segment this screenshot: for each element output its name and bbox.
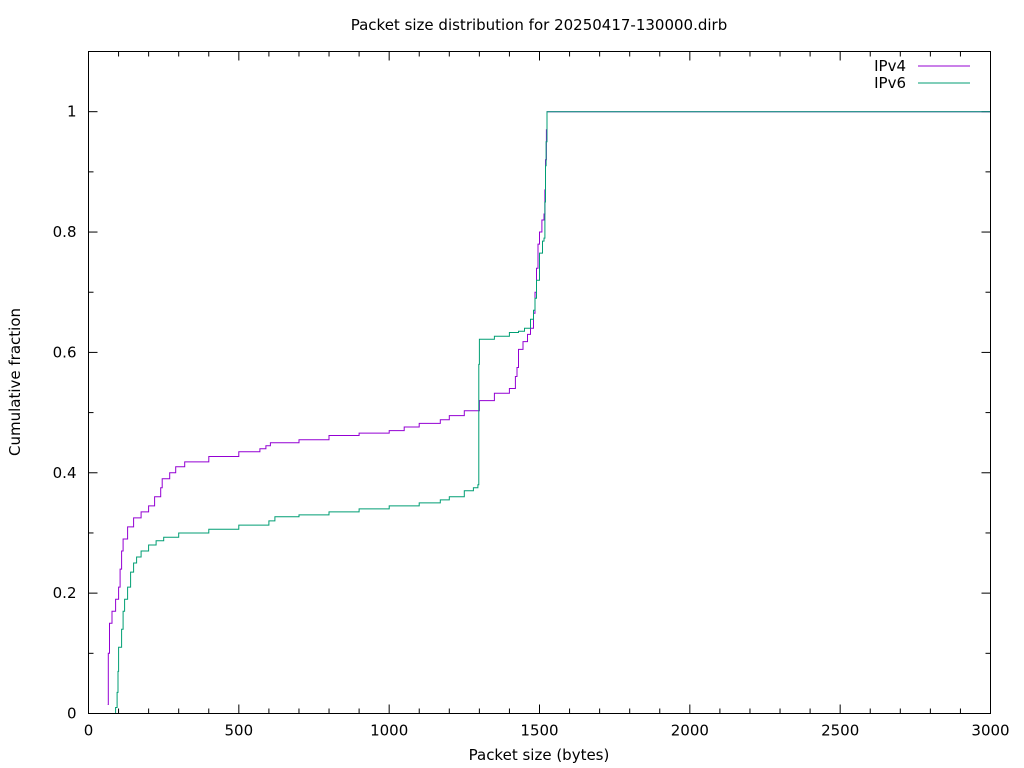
- legend-label-ipv4: IPv4: [874, 57, 906, 75]
- x-tick-label: 1500: [520, 722, 558, 740]
- x-tick-label: 3000: [971, 722, 1009, 740]
- y-tick-label: 0.8: [53, 223, 77, 241]
- series-line-ipv6: [114, 111, 991, 714]
- series-line-ipv4: [107, 111, 991, 705]
- x-tick-label: 1000: [370, 722, 408, 740]
- x-tick-label: 0: [84, 722, 94, 740]
- series-group: [107, 111, 991, 714]
- x-tick-label: 2000: [671, 722, 709, 740]
- y-tick-label: 0.2: [53, 584, 77, 602]
- x-tick-label: 500: [225, 722, 254, 740]
- y-tick-label: 0.4: [53, 464, 77, 482]
- y-tick-label: 0.6: [53, 343, 77, 361]
- y-axis-label: Cumulative fraction: [6, 308, 24, 456]
- x-tick-label: 2500: [821, 722, 859, 740]
- plot-frame: [88, 51, 991, 714]
- x-axis-label: Packet size (bytes): [469, 746, 610, 764]
- legend-label-ipv6: IPv6: [874, 74, 906, 92]
- tick-labels: 0 500 1000 1500 2000 2500 3000 0 0.2 0.4 0.6 0.8 1: [53, 103, 1010, 740]
- axis-ticks: [88, 51, 991, 714]
- chart-title: Packet size distribution for 20250417-13…: [351, 16, 728, 34]
- y-tick-label: 0: [67, 705, 77, 723]
- y-tick-label: 1: [67, 103, 77, 121]
